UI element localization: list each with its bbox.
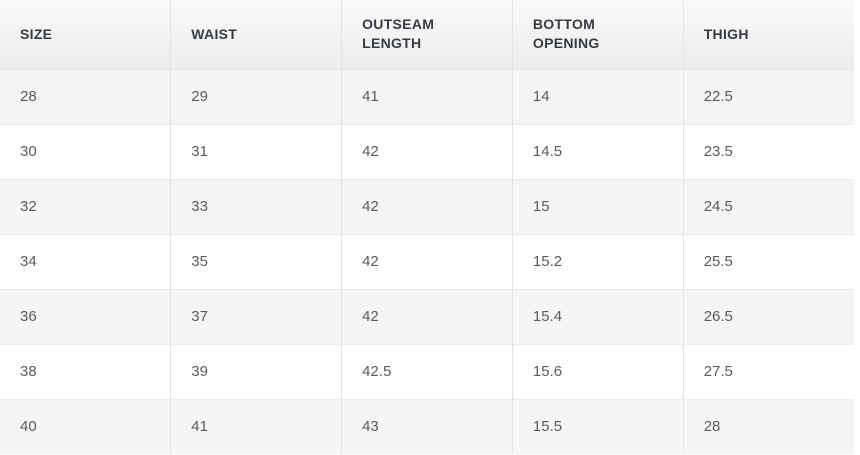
cell-thigh: 23.5 (683, 123, 854, 179)
cell-waist: 35 (170, 233, 343, 289)
cell-waist: 37 (170, 288, 343, 344)
table-row-size-32: 32 33 42 15 24.5 (0, 178, 854, 234)
cell-bottom-opening: 14 (512, 69, 684, 124)
cell-bottom-opening: 14.5 (512, 123, 684, 179)
cell-outseam-length: 42 (341, 288, 513, 344)
cell-size: 36 (0, 288, 172, 344)
cell-bottom-opening: 15 (512, 178, 684, 234)
cell-outseam-length: 41 (341, 69, 513, 124)
column-header-label: BOTTOM OPENING (532, 16, 600, 52)
cell-thigh: 22.5 (683, 69, 854, 124)
cell-bottom-opening: 15.6 (512, 343, 684, 399)
cell-bottom-opening: 15.2 (512, 233, 684, 289)
table-row-size-36: 36 37 42 15.4 26.5 (0, 288, 854, 344)
cell-thigh: 24.5 (683, 178, 854, 234)
cell-outseam-length: 42 (341, 123, 513, 179)
table-body: 28 29 41 14 22.5 30 31 42 14.5 23.5 32 33 42 15 24.5 34… (0, 69, 854, 454)
cell-size: 30 (0, 123, 172, 179)
column-header-size: SIZE (0, 0, 172, 70)
cell-size: 32 (0, 178, 172, 234)
header-row: SIZE WAIST OUTSEAM LENGTH BOTTOM OPENING THI… (0, 0, 854, 70)
cell-waist: 29 (170, 69, 343, 124)
cell-thigh: 28 (683, 398, 854, 454)
table-header: SIZE WAIST OUTSEAM LENGTH BOTTOM OPENING THI… (0, 0, 854, 70)
column-header-outseam-length: OUTSEAM LENGTH (341, 0, 513, 70)
cell-thigh: 25.5 (683, 233, 854, 289)
column-header-waist: WAIST (170, 0, 343, 70)
cell-thigh: 26.5 (683, 288, 854, 344)
cell-bottom-opening: 15.5 (512, 398, 684, 454)
cell-size: 34 (0, 233, 172, 289)
table-row-size-40: 40 41 43 15.5 28 (0, 398, 854, 454)
cell-thigh: 27.5 (683, 343, 854, 399)
cell-outseam-length: 42.5 (341, 343, 513, 399)
cell-size: 28 (0, 69, 172, 124)
cell-outseam-length: 43 (341, 398, 513, 454)
column-header-label: THIGH (703, 25, 749, 42)
column-header-thigh: THIGH (683, 0, 854, 70)
column-header-label: OUTSEAM LENGTH (362, 16, 435, 52)
table-row-size-30: 30 31 42 14.5 23.5 (0, 123, 854, 179)
cell-outseam-length: 42 (341, 233, 513, 289)
table-row-size-28: 28 29 41 14 22.5 (0, 69, 854, 124)
table-row-size-34: 34 35 42 15.2 25.5 (0, 233, 854, 289)
column-header-label: SIZE (20, 25, 53, 42)
cell-waist: 39 (170, 343, 343, 399)
column-header-bottom-opening: BOTTOM OPENING (512, 0, 684, 70)
cell-size: 40 (0, 398, 172, 454)
cell-bottom-opening: 15.4 (512, 288, 684, 344)
table-row-size-38: 38 39 42.5 15.6 27.5 (0, 343, 854, 399)
cell-size: 38 (0, 343, 172, 399)
cell-waist: 33 (170, 178, 343, 234)
cell-outseam-length: 42 (341, 178, 513, 234)
column-header-label: WAIST (191, 25, 238, 42)
cell-waist: 31 (170, 123, 343, 179)
cell-waist: 41 (170, 398, 343, 454)
